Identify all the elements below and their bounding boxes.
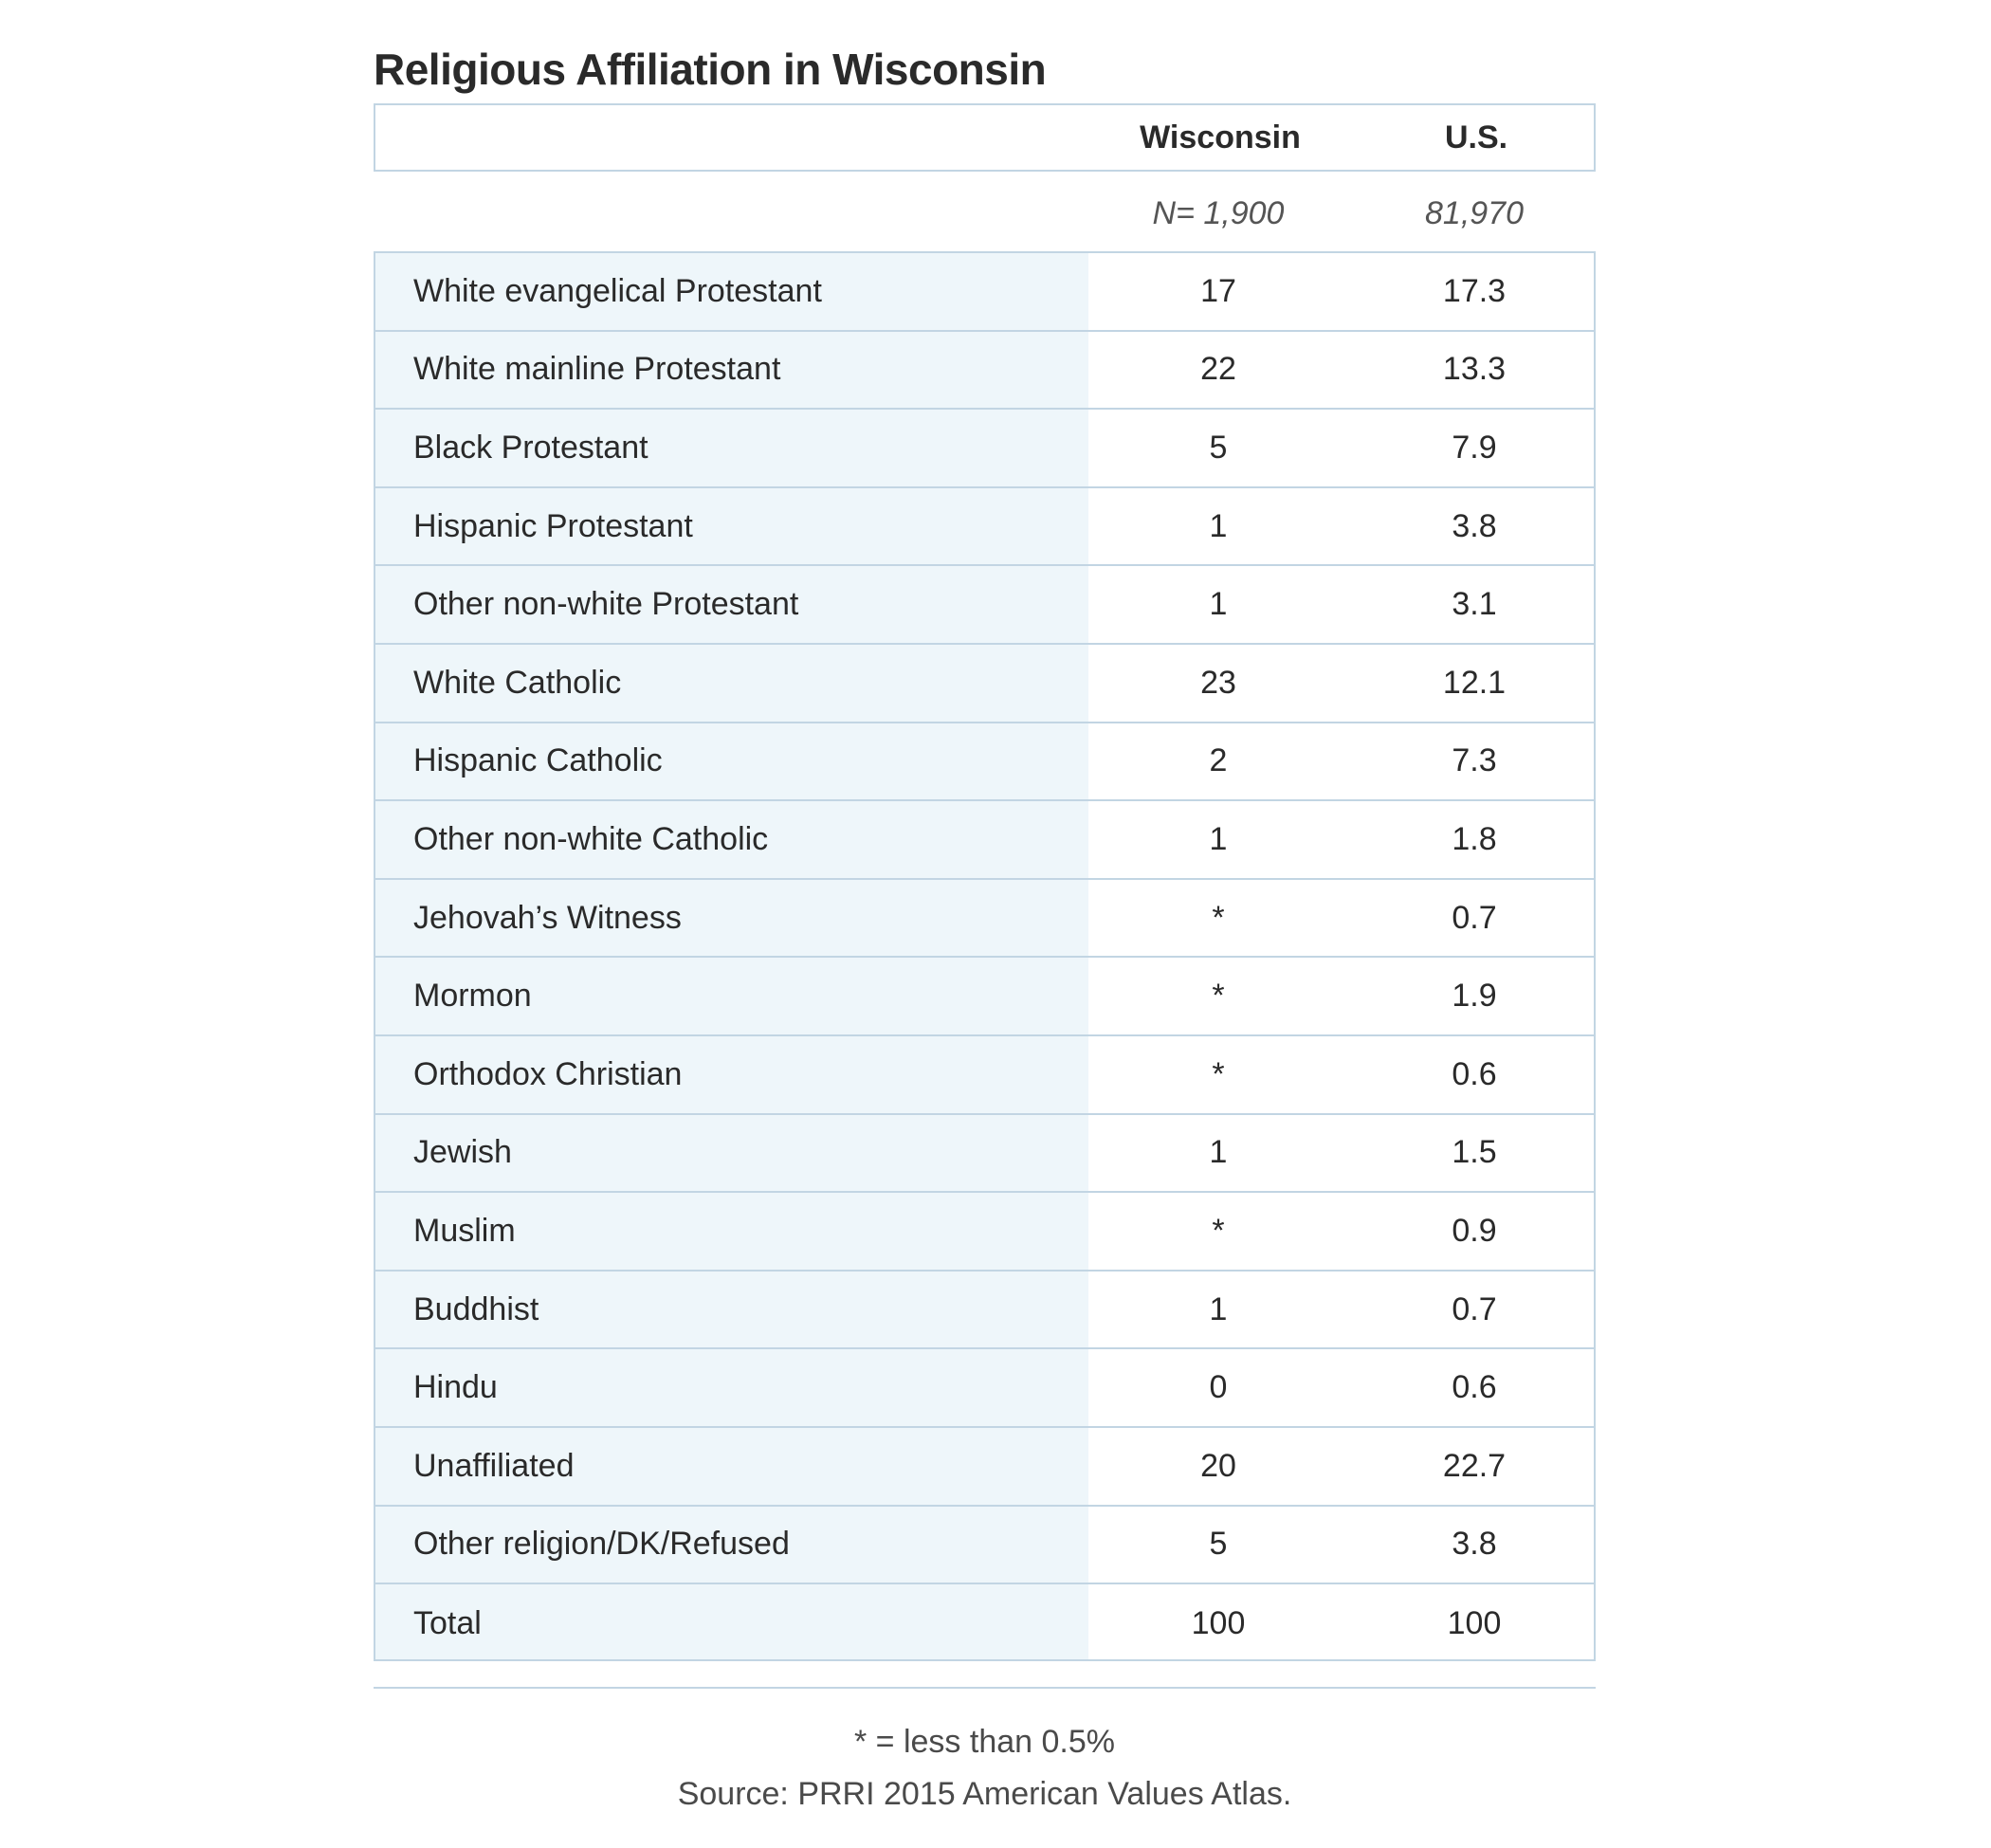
table-row: Hispanic Catholic 2 7.3 (375, 723, 1594, 802)
table-row: Mormon * 1.9 (375, 958, 1594, 1036)
us-value: 3.8 (1452, 507, 1497, 544)
us-value: 7.3 (1452, 742, 1497, 779)
table-row: White Catholic 23 12.1 (375, 645, 1594, 723)
sample-size-us: 81,970 (1425, 195, 1524, 231)
wisconsin-value: 100 (1191, 1604, 1246, 1641)
table-row: Orthodox Christian * 0.6 (375, 1036, 1594, 1115)
row-label: Jewish (413, 1134, 512, 1171)
table-row: Total 100 100 (375, 1584, 1594, 1659)
wisconsin-value: 23 (1200, 664, 1236, 701)
wisconsin-value: * (1212, 899, 1225, 936)
wisconsin-value: 1 (1209, 507, 1228, 544)
wisconsin-value: 0 (1209, 1369, 1228, 1406)
row-label: Muslim (413, 1212, 516, 1249)
row-label: Other non-white Catholic (413, 820, 769, 857)
column-header-us: U.S. (1444, 119, 1508, 156)
us-value: 17.3 (1442, 272, 1507, 309)
row-label: Unaffiliated (413, 1447, 575, 1484)
wisconsin-value: 20 (1200, 1447, 1236, 1484)
data-table: White evangelical Protestant 17 17.3 White … (374, 251, 1596, 1661)
footnote: * = less than 0.5% (853, 1724, 1115, 1760)
wisconsin-value: 2 (1209, 742, 1228, 779)
us-value: 7.9 (1452, 429, 1497, 466)
table-row: Other non-white Protestant 1 3.1 (375, 566, 1594, 645)
table-row: White evangelical Protestant 17 17.3 (375, 253, 1594, 332)
row-label: Jehovah’s Witness (413, 899, 682, 936)
wisconsin-value: * (1212, 1212, 1225, 1249)
us-value: 13.3 (1442, 351, 1507, 388)
us-value: 3.8 (1452, 1526, 1497, 1563)
row-label: White mainline Protestant (413, 351, 781, 388)
table-row: Jewish 1 1.5 (375, 1115, 1594, 1194)
table-row: Black Protestant 5 7.9 (375, 410, 1594, 488)
wisconsin-value: 17 (1200, 272, 1236, 309)
us-value: 0.6 (1452, 1369, 1497, 1406)
us-value: 0.7 (1452, 1290, 1497, 1327)
table-row: Hispanic Protestant 1 3.8 (375, 488, 1594, 567)
us-value: 0.9 (1452, 1212, 1497, 1249)
wisconsin-value: 22 (1200, 351, 1236, 388)
table-row: Hindu 0 0.6 (375, 1349, 1594, 1428)
table-row: White mainline Protestant 22 13.3 (375, 332, 1594, 411)
table-row: Unaffiliated 20 22.7 (375, 1428, 1594, 1507)
wisconsin-value: 5 (1209, 1526, 1228, 1563)
table-body: White evangelical Protestant 17 17.3 White … (375, 253, 1594, 1659)
wisconsin-value: 5 (1209, 429, 1228, 466)
us-value: 1.9 (1452, 978, 1497, 1015)
row-label: Hispanic Catholic (413, 742, 663, 779)
table-row: Buddhist 1 0.7 (375, 1272, 1594, 1350)
row-label: Black Protestant (413, 429, 648, 466)
row-label: Total (413, 1604, 482, 1641)
us-value: 12.1 (1442, 664, 1507, 701)
row-label: White evangelical Protestant (413, 272, 822, 309)
us-value: 100 (1447, 1604, 1502, 1641)
row-label: Other religion/DK/Refused (413, 1526, 790, 1563)
us-value: 0.7 (1452, 899, 1497, 936)
sample-size-wisconsin: N= 1,900 (1152, 195, 1285, 231)
us-value: 1.8 (1452, 820, 1497, 857)
row-label: Hispanic Protestant (413, 507, 693, 544)
us-value: 3.1 (1452, 586, 1497, 623)
us-value: 0.6 (1452, 1055, 1497, 1092)
wisconsin-value: 1 (1209, 1134, 1228, 1171)
wisconsin-value: * (1212, 978, 1225, 1015)
row-label: Mormon (413, 978, 532, 1015)
wisconsin-value: * (1212, 1055, 1225, 1092)
bottom-divider (374, 1687, 1596, 1689)
sample-size-row: N= 1,900 81,970 (374, 180, 1596, 247)
source-note: Source: PRRI 2015 American Values Atlas. (677, 1776, 1292, 1812)
table-row: Other religion/DK/Refused 5 3.8 (375, 1507, 1594, 1585)
table-row: Jehovah’s Witness * 0.7 (375, 880, 1594, 959)
row-label: Hindu (413, 1369, 498, 1406)
table-title: Religious Affiliation in Wisconsin (374, 45, 1047, 94)
row-label: White Catholic (413, 664, 622, 701)
wisconsin-value: 1 (1209, 820, 1228, 857)
column-header-wisconsin: Wisconsin (1140, 119, 1301, 156)
table-row: Other non-white Catholic 1 1.8 (375, 801, 1594, 880)
us-value: 22.7 (1442, 1447, 1507, 1484)
column-header-row: Wisconsin U.S. (374, 103, 1596, 172)
wisconsin-value: 1 (1209, 1290, 1228, 1327)
table-row: Muslim * 0.9 (375, 1193, 1594, 1272)
row-label: Orthodox Christian (413, 1055, 683, 1092)
wisconsin-value: 1 (1209, 586, 1228, 623)
row-label: Buddhist (413, 1290, 539, 1327)
row-label: Other non-white Protestant (413, 586, 799, 623)
us-value: 1.5 (1452, 1134, 1497, 1171)
